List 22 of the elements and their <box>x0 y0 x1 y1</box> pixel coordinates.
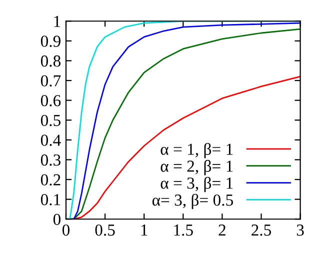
x-tick-label: 1 <box>141 224 148 236</box>
y-tick-label: 0.2 <box>40 174 60 186</box>
legend-label: α = 3, β= 1 <box>160 176 233 192</box>
y-tick-label: 1 <box>54 16 60 27</box>
y-tick-label: 0.7 <box>40 75 61 87</box>
y-tick-label: 0.4 <box>40 134 61 146</box>
y-tick-label: 0.1 <box>40 194 60 206</box>
x-tick-label: 2 <box>218 224 226 236</box>
y-tick-label: 0.8 <box>40 55 61 67</box>
y-tick-label: 0.5 <box>40 114 60 126</box>
legend-label: α= 3, β= 0.5 <box>152 194 233 210</box>
x-tick-label: 1.5 <box>174 224 193 236</box>
x-tick-label: 0.5 <box>95 224 115 236</box>
x-tick-label: 2.5 <box>252 224 272 236</box>
x-tick-label: 3 <box>296 224 304 236</box>
x-tick-label: 0 <box>62 224 70 236</box>
y-tick-label: 0.9 <box>40 36 60 47</box>
legend-label: α = 1, β= 1 <box>160 142 233 158</box>
y-tick-label: 0.3 <box>40 154 60 166</box>
y-tick-label: 0 <box>53 214 61 226</box>
y-tick-label: 0.6 <box>40 95 61 106</box>
legend-label: α = 2, β= 1 <box>160 160 233 176</box>
